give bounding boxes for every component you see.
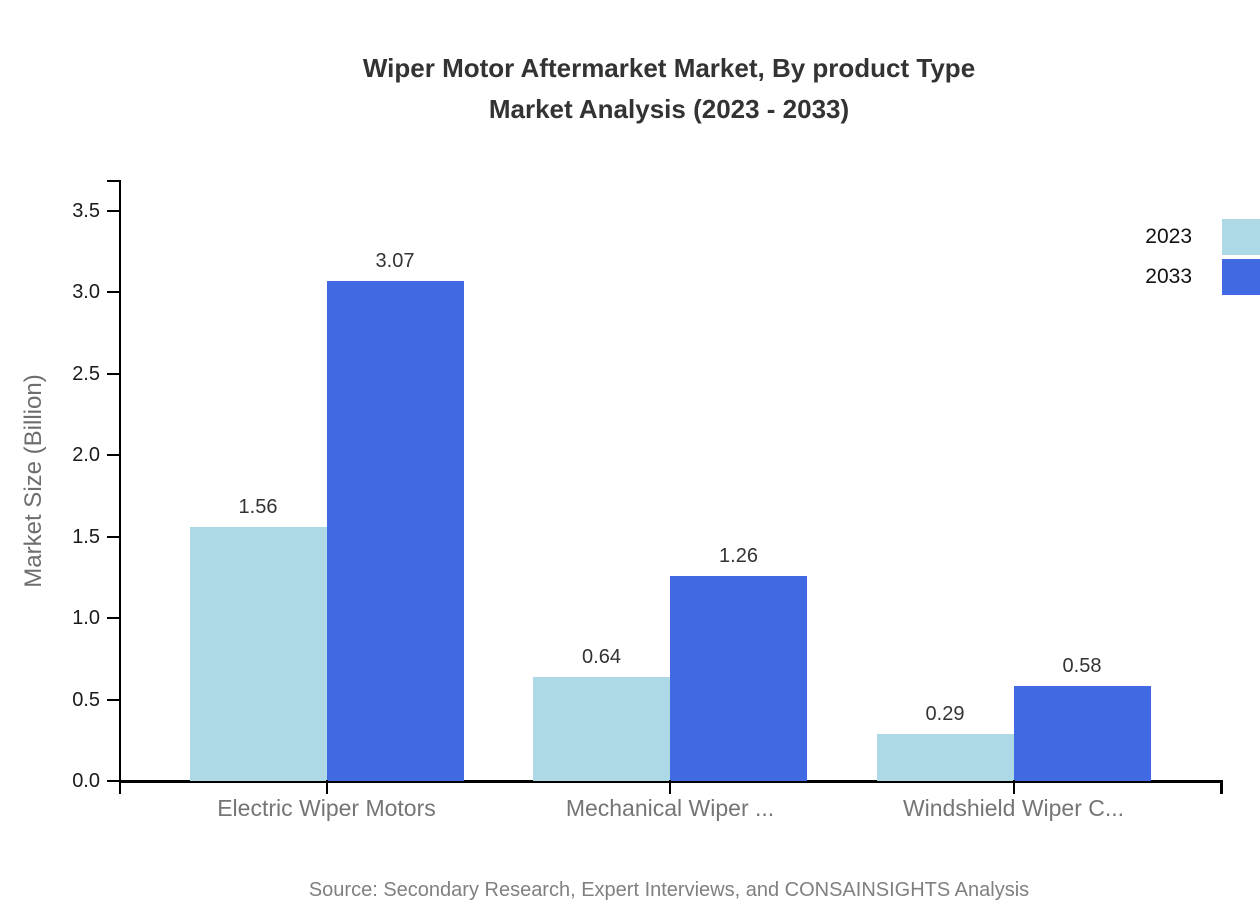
y-axis-tick-label: 2.5 (72, 362, 100, 385)
y-axis-tick (107, 454, 120, 456)
y-axis-tick-label: 2.0 (72, 444, 100, 466)
bar-2033-windshield-wiper-c[interactable] (1013, 686, 1151, 781)
bar-value-label: 3.07 (375, 250, 415, 272)
y-axis-tick (107, 535, 120, 538)
legend-label-2033: 2033 (1145, 265, 1192, 288)
y-axis-tick (107, 780, 120, 782)
y-axis-tick (107, 617, 120, 619)
x-axis-tick (669, 780, 671, 794)
bar-value-label: 1.56 (238, 496, 278, 518)
y-axis-tick (107, 372, 120, 375)
bar-value-label: 0.64 (582, 646, 621, 668)
y-axis-tick-label: 0.5 (72, 688, 100, 711)
y-axis-tick-label: 3.5 (72, 199, 100, 222)
x-axis-tick (1012, 780, 1015, 794)
x-axis-line (119, 780, 1223, 783)
y-axis-tick (107, 698, 120, 701)
y-axis-tick (107, 291, 120, 293)
legend-item-2033[interactable]: 2033 (1145, 259, 1260, 295)
y-axis-line (119, 180, 121, 794)
legend-item-2023[interactable]: 2023 (1145, 219, 1260, 255)
bar-value-label: 0.29 (925, 703, 965, 725)
bar-2033-electric-wiper-motors[interactable] (326, 281, 464, 781)
bar-2023-windshield-wiper-c[interactable] (876, 734, 1014, 781)
bar-value-label: 1.26 (719, 545, 758, 567)
legend-swatch-2033-icon (1222, 259, 1260, 295)
source-note: Source: Secondary Research, Expert Inter… (308, 879, 1030, 901)
x-axis-tick (325, 780, 328, 794)
y-axis-tick-label: 1.5 (72, 525, 100, 548)
y-axis-tick-label: 1.0 (72, 607, 100, 629)
bar-2033-mechanical-wiper[interactable] (670, 576, 807, 781)
chart-title-line1: Wiper Motor Aftermarket Market, By produ… (362, 53, 976, 83)
bar-2023-mechanical-wiper[interactable] (533, 677, 670, 781)
legend: 2023 2033 (1145, 219, 1260, 295)
y-axis-tick-label: 0.0 (72, 770, 100, 792)
y-axis-top-cap (107, 180, 120, 182)
y-axis-tick (107, 209, 120, 212)
chart-title-line2: Market Analysis (2023 - 2033) (488, 94, 850, 124)
bar-2023-electric-wiper-motors[interactable] (189, 527, 327, 781)
legend-label-2023: 2023 (1145, 225, 1192, 248)
legend-swatch-2023-icon (1222, 219, 1260, 255)
x-axis-tick-label: Mechanical Wiper ... (565, 795, 775, 821)
bar-value-label: 0.58 (1062, 655, 1102, 677)
x-axis-right-cap (1220, 780, 1223, 794)
chart-title: Wiper Motor Aftermarket Market, By produ… (39, 48, 1260, 130)
x-axis-tick-label: Electric Wiper Motors (217, 795, 436, 821)
x-axis-tick-label: Windshield Wiper C... (902, 795, 1125, 821)
y-axis-tick-label: 3.0 (72, 281, 100, 303)
